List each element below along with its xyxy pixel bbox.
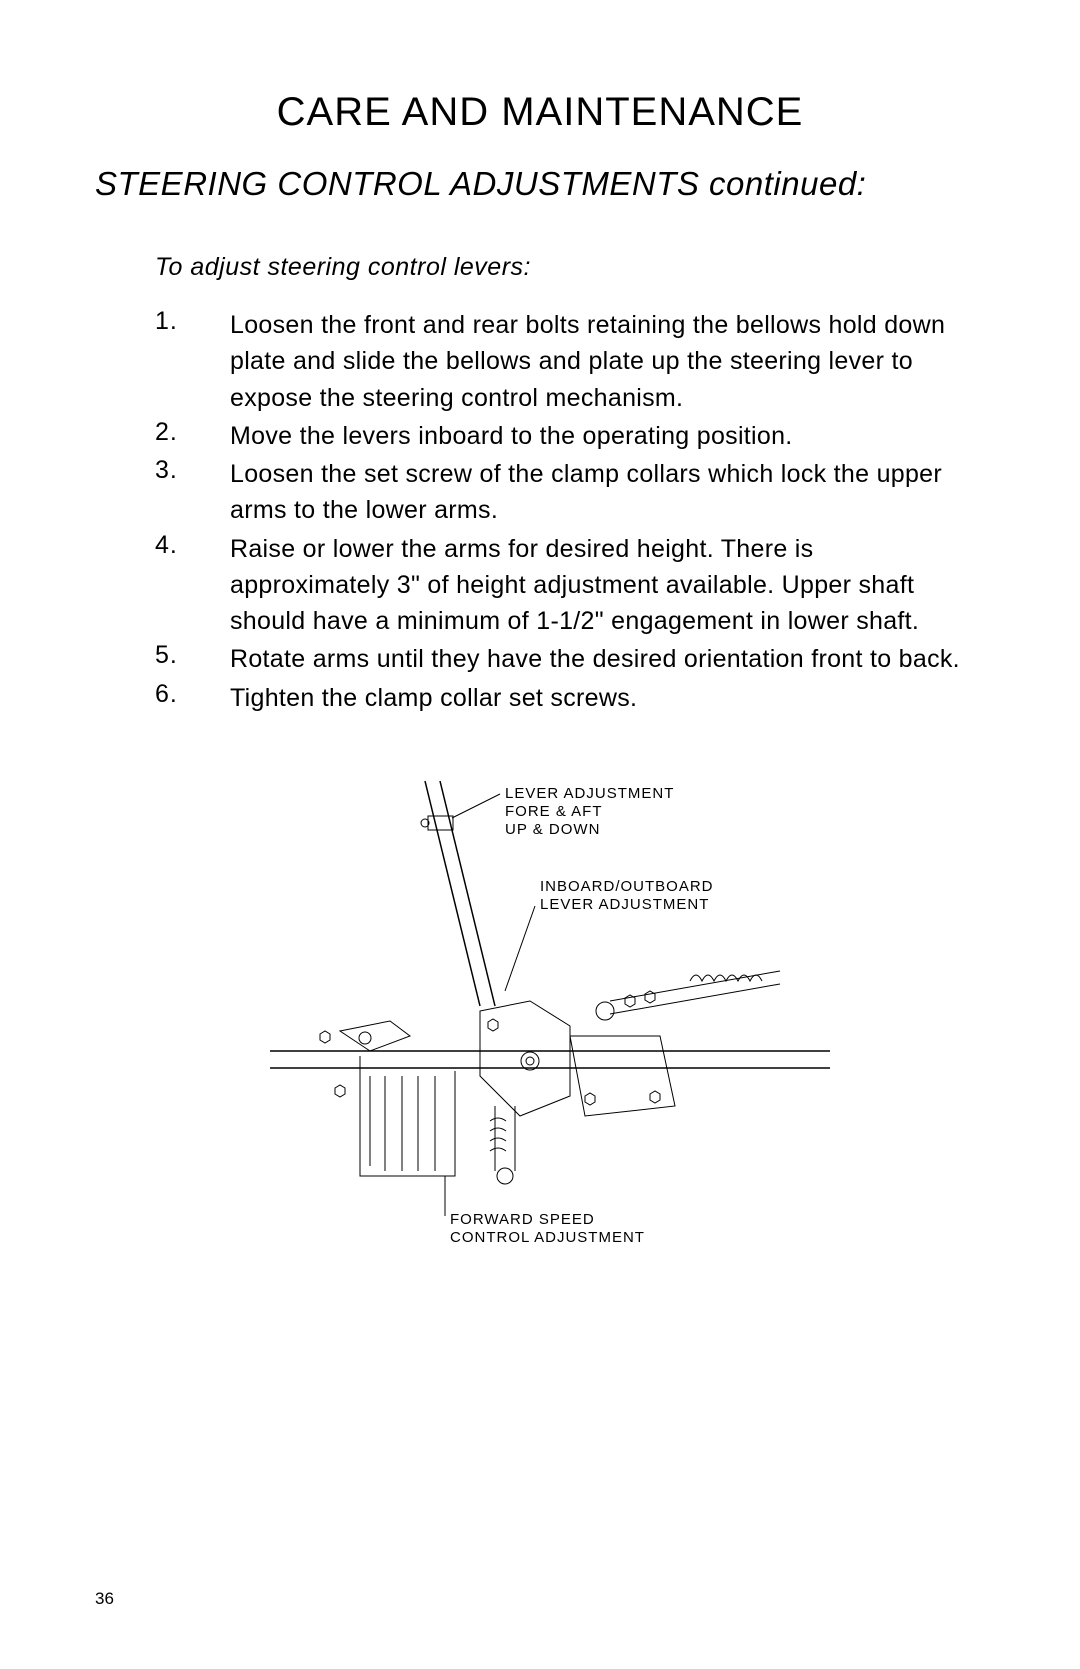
step-text: Raise or lower the arms for desired heig… xyxy=(230,531,965,640)
section-title: STEERING CONTROL ADJUSTMENTS continued: xyxy=(95,165,985,203)
list-item: 3. Loosen the set screw of the clamp col… xyxy=(155,456,965,529)
step-text: Loosen the set screw of the clamp collar… xyxy=(230,456,965,529)
step-number: 4. xyxy=(155,531,230,640)
page-title: CARE AND MAINTENANCE xyxy=(95,90,985,135)
diagram-label-1-line-2: FORE & AFT xyxy=(505,803,603,820)
step-number: 5. xyxy=(155,641,230,677)
step-text: Loosen the front and rear bolts retainin… xyxy=(230,307,965,416)
step-number: 2. xyxy=(155,418,230,454)
diagram-label-2-line-2: LEVER ADJUSTMENT xyxy=(540,896,709,913)
step-number: 3. xyxy=(155,456,230,529)
page-number: 36 xyxy=(95,1589,114,1609)
diagram-label-1-line-3: UP & DOWN xyxy=(505,821,600,838)
diagram-label-3-line-1: FORWARD SPEED xyxy=(450,1211,595,1228)
list-item: 6. Tighten the clamp collar set screws. xyxy=(155,680,965,716)
diagram-label-2-line-1: INBOARD/OUTBOARD xyxy=(540,878,714,895)
steering-diagram: LEVER ADJUSTMENT FORE & AFT UP & DOWN IN… xyxy=(230,776,850,1256)
diagram-label-3-line-2: CONTROL ADJUSTMENT xyxy=(450,1229,645,1246)
step-text: Tighten the clamp collar set screws. xyxy=(230,680,637,716)
diagram-label-1-line-1: LEVER ADJUSTMENT xyxy=(505,785,674,802)
list-item: 2. Move the levers inboard to the operat… xyxy=(155,418,965,454)
step-number: 6. xyxy=(155,680,230,716)
step-text: Rotate arms until they have the desired … xyxy=(230,641,960,677)
step-text: Move the levers inboard to the operating… xyxy=(230,418,793,454)
diagram-container: LEVER ADJUSTMENT FORE & AFT UP & DOWN IN… xyxy=(95,776,985,1261)
step-number: 1. xyxy=(155,307,230,416)
list-item: 4. Raise or lower the arms for desired h… xyxy=(155,531,965,640)
list-item: 1. Loosen the front and rear bolts retai… xyxy=(155,307,965,416)
steps-list: 1. Loosen the front and rear bolts retai… xyxy=(155,307,965,716)
sub-heading: To adjust steering control levers: xyxy=(155,253,985,282)
list-item: 5. Rotate arms until they have the desir… xyxy=(155,641,965,677)
